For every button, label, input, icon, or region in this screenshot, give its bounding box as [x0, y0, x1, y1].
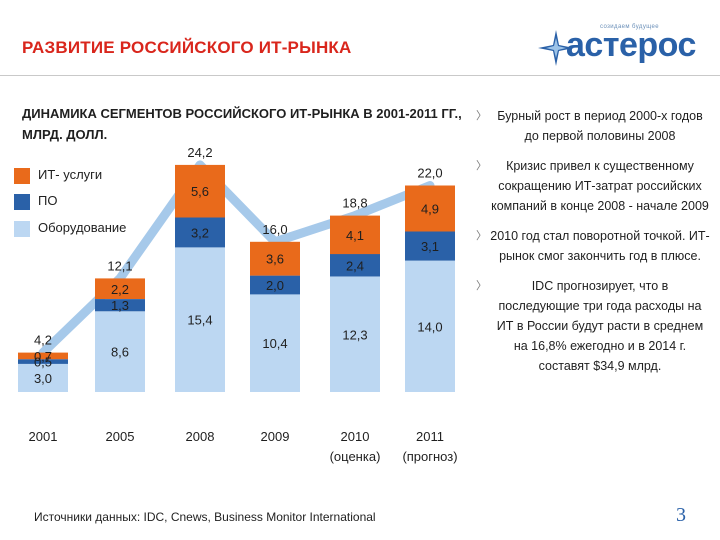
bar-total-label: 22,0 [417, 166, 442, 181]
logo-wordmark: астерос [566, 26, 696, 64]
bar-value-label: 14,0 [417, 319, 442, 334]
bar-segment [95, 311, 145, 392]
bar-segment [330, 215, 380, 255]
x-tick-label: 2009 [261, 429, 290, 444]
bar-segment [18, 363, 68, 392]
bar-value-label: 2,4 [346, 258, 364, 273]
bullet-arrow-icon: 〉 [476, 110, 487, 122]
bullet-item: 〉 2010 год стал поворотной точкой. ИТ-рын… [476, 226, 710, 266]
bar-segment [18, 359, 68, 364]
title-divider [0, 75, 720, 76]
bar-value-label: 2,2 [111, 282, 129, 297]
star-icon [538, 30, 574, 66]
source-note: Источники данных: IDC, Cnews, Business M… [34, 510, 376, 524]
bar-value-label: 0,5 [34, 355, 52, 370]
legend-swatch-hardware [14, 221, 30, 237]
bar-segment [175, 164, 225, 218]
asteros-logo [536, 20, 706, 70]
bar-value-label: 8,6 [111, 345, 129, 360]
bar-value-label: 3,2 [191, 226, 209, 241]
bar-total-label: 16,0 [262, 222, 287, 237]
bar-segment [95, 299, 145, 312]
bar-value-label: 2,0 [266, 278, 284, 293]
legend-swatch-software [14, 194, 30, 210]
x-tick-label: 2005 [106, 429, 135, 444]
bar-segment [405, 231, 455, 261]
legend-label-hardware: Оборудование [38, 220, 127, 235]
bar-segment [250, 241, 300, 276]
x-tick-label: 2008 [186, 429, 215, 444]
bullet-text: IDC прогнозирует, что в последующие три … [496, 279, 704, 373]
page-number: 3 [676, 504, 686, 526]
bar-segment [18, 352, 68, 360]
bar-value-label: 3,0 [34, 371, 52, 386]
logo-tagline: созидаем будущее [600, 24, 659, 30]
bar-segment [330, 254, 380, 277]
bar-segment [250, 275, 300, 295]
bullet-item: 〉 Бурный рост в период 2000-х годов до пе… [476, 106, 710, 146]
bar-total-label: 24,2 [187, 145, 212, 160]
bullet-text: Кризис привел к существенному сокращению… [491, 159, 709, 213]
legend-label-services: ИТ- услуги [38, 167, 103, 182]
bullet-arrow-icon: 〉 [476, 280, 487, 292]
bar-segment [405, 185, 455, 232]
x-tick-sublabel: (прогноз) [402, 449, 457, 464]
bullet-arrow-icon: 〉 [476, 160, 487, 172]
bar-value-label: 4,1 [346, 228, 364, 243]
bar-value-label: 15,4 [187, 313, 212, 328]
bullet-text: 2010 год стал поворотной точкой. ИТ-рыно… [490, 229, 710, 263]
chart-title: ДИНАМИКА СЕГМЕНТОВ РОССИЙСКОГО ИТ-РЫНКА … [22, 106, 462, 142]
bar-total-label: 18,8 [342, 196, 367, 211]
bar-value-label: 12,3 [342, 327, 367, 342]
bar-value-label: 4,9 [421, 202, 439, 217]
bar-value-label: 10,4 [262, 336, 287, 351]
bar-segment [405, 260, 455, 392]
bar-segment [250, 294, 300, 392]
bar-total-label: 4,2 [34, 333, 52, 348]
bullet-item: 〉 IDC прогнозирует, что в последующие три… [476, 276, 710, 376]
slide-title: РАЗВИТИЕ РОССИЙСКОГО ИТ-РЫНКА [22, 38, 352, 57]
legend-swatch-services [14, 168, 30, 184]
bullet-text: Бурный рост в период 2000-х годов до пер… [497, 109, 703, 143]
bar-value-label: 1,3 [111, 298, 129, 313]
bar-value-label: 5,6 [191, 184, 209, 199]
x-tick-label: 2001 [29, 429, 58, 444]
bar-segment [175, 217, 225, 248]
bar-segment [175, 247, 225, 392]
bar-segment [95, 278, 145, 299]
bullet-item: 〉 Кризис привел к существенному сокращени… [476, 156, 710, 216]
x-tick-label: 2010 [341, 429, 370, 444]
bullet-list: 〉 Бурный рост в период 2000-х годов до пе… [476, 106, 710, 386]
x-tick-sublabel: (оценка) [330, 449, 381, 464]
legend-label-software: ПО [38, 193, 58, 208]
bar-value-label: 3,6 [266, 252, 284, 267]
bar-value-label: 0,7 [34, 349, 52, 364]
bar-segment [330, 276, 380, 392]
bar-total-label: 12,1 [107, 258, 132, 273]
x-tick-label: 2011 [416, 429, 444, 444]
bullet-arrow-icon: 〉 [476, 230, 487, 242]
bar-value-label: 3,1 [421, 239, 439, 254]
